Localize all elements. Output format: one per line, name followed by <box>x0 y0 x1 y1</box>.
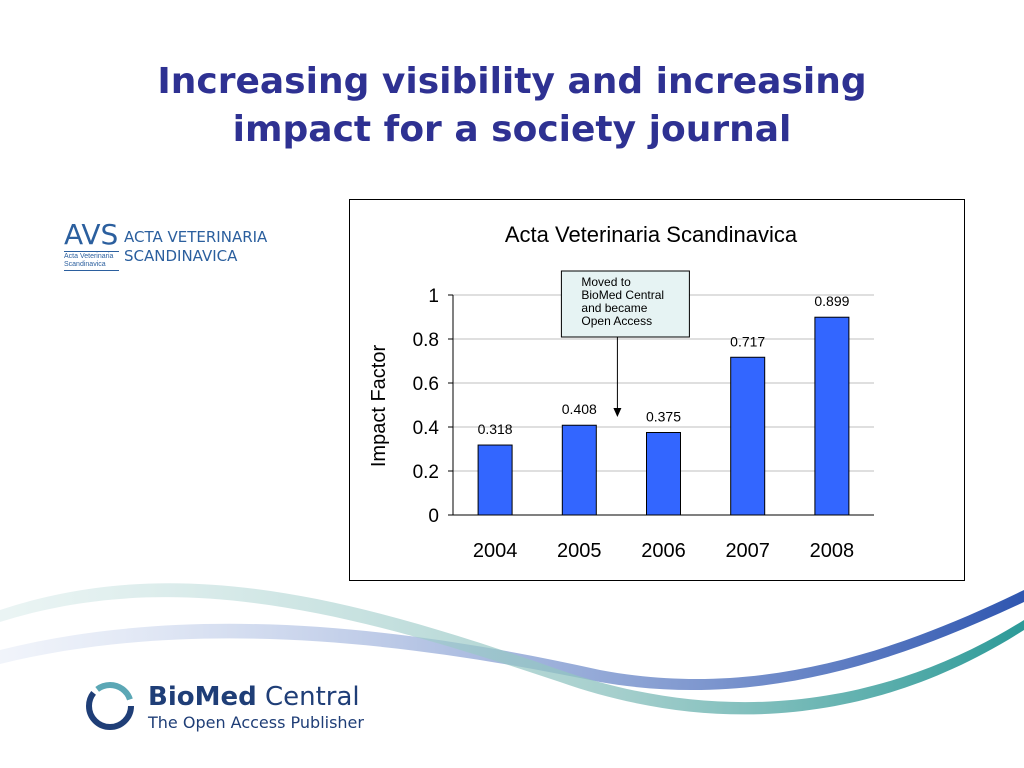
y-tick-label: 0.2 <box>413 462 439 483</box>
chart-title: Acta Veterinaria Scandinavica <box>505 222 798 247</box>
axes: 0 0.2 0.4 0.6 0.8 1 2004 2005 2006 2007 2008 <box>413 286 874 562</box>
impact-factor-chart: Acta Veterinaria Scandinavica Impact Fac… <box>349 199 965 581</box>
bar-2005 <box>561 424 597 516</box>
annotation-line: Moved to <box>581 275 631 289</box>
bar-2007 <box>730 356 766 516</box>
x-tick-label-2004: 2004 <box>473 540 517 562</box>
bar-2008 <box>814 316 850 516</box>
y-tick-label: 0.4 <box>413 418 440 439</box>
biomed-central-swirl-icon <box>86 682 134 730</box>
slide-title-line-1: Increasing visibility and increasing <box>157 61 867 102</box>
data-label-2004: 0.318 <box>478 421 513 437</box>
bar-2006 <box>646 432 681 516</box>
y-tick-label: 1 <box>428 286 439 307</box>
slide-title: Increasing visibility and increasing imp… <box>0 58 1024 154</box>
y-tick-label: 0 <box>428 506 439 527</box>
wordmark-central: Central <box>264 682 360 712</box>
bar-2004 <box>477 444 513 516</box>
wave-band-teal <box>0 583 1024 715</box>
x-tick-label-2006: 2006 <box>641 540 686 562</box>
biomed-central-tagline: The Open Access Publisher <box>148 713 364 732</box>
wordmark-biomed: BioMed <box>148 682 257 712</box>
x-tick-label-2008: 2008 <box>810 540 855 562</box>
decorative-waves <box>0 583 1024 715</box>
x-tick-label-2005: 2005 <box>557 540 602 562</box>
biomed-central-logo: BioMed Central The Open Access Publisher <box>84 680 384 740</box>
annotation-arrow-head <box>613 408 622 417</box>
wave-band-blue <box>0 590 1024 691</box>
y-axis-label: Impact Factor <box>368 345 390 468</box>
avs-logo: AVS Acta Veterinaria Scandinavica ACTA V… <box>64 220 304 272</box>
y-tick-label: 0.6 <box>413 374 439 395</box>
avs-logo-name-line-2: SCANDINAVICA <box>124 247 238 265</box>
data-label-2007: 0.717 <box>730 333 765 349</box>
x-tick-label-2007: 2007 <box>725 540 770 562</box>
avs-logo-abbreviation: AVS <box>64 218 119 251</box>
avs-logo-name-line-1: ACTA VETERINARIA <box>124 228 268 246</box>
data-label-2006: 0.375 <box>646 409 681 425</box>
chart-canvas: Acta Veterinaria Scandinavica Impact Fac… <box>368 222 874 562</box>
annotation-line: and became <box>581 301 647 315</box>
slide-title-line-2: impact for a society journal <box>232 109 792 150</box>
biomed-central-wordmark: BioMed Central <box>148 682 360 712</box>
bars <box>477 316 850 516</box>
annotation-line: BioMed Central <box>581 288 664 302</box>
data-label-2008: 0.899 <box>814 293 849 309</box>
data-label-2005: 0.408 <box>562 401 597 417</box>
data-labels: 0.318 0.408 0.375 0.717 0.899 <box>478 293 850 437</box>
y-tick-label: 0.8 <box>413 330 439 351</box>
annotation-line: Open Access <box>581 314 652 328</box>
avs-logo-subtitle: Acta Veterinaria Scandinavica <box>64 251 119 271</box>
annotation-box <box>560 270 690 338</box>
avs-logo-name: ACTA VETERINARIA SCANDINAVICA <box>124 228 267 266</box>
